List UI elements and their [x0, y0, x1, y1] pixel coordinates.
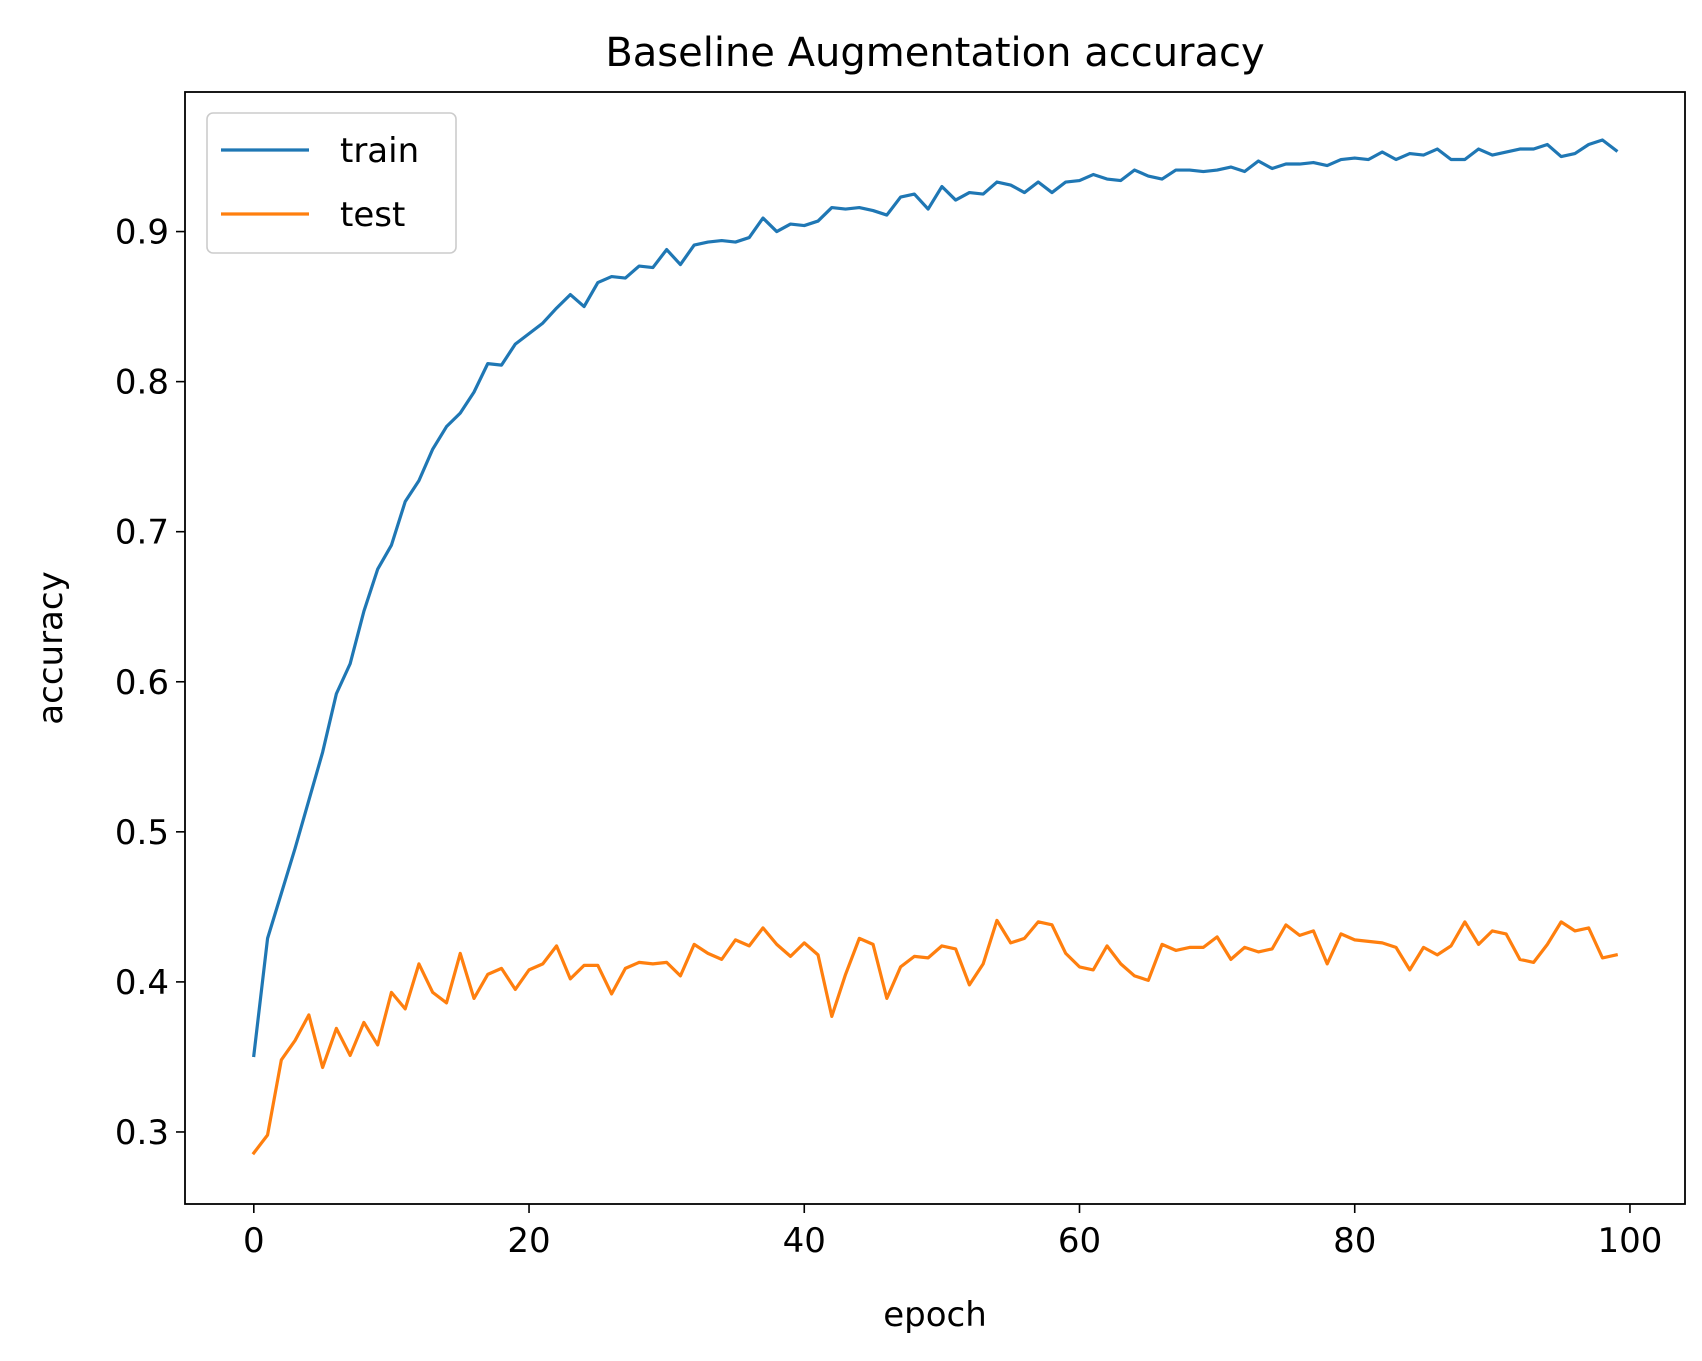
series-layer: [251, 138, 1619, 1156]
chart-title: Baseline Augmentation accuracy: [605, 30, 1264, 76]
plot-frame: [184, 91, 1686, 1205]
legend-box: [206, 112, 457, 254]
x-axis-ticks: 0 20 40 60 80 100: [243, 1204, 1662, 1261]
x-tick-label: 40: [783, 1221, 826, 1261]
y-tick-label: 0.3: [115, 1113, 169, 1153]
legend: train test: [206, 112, 457, 254]
y-tick-label: 0.9: [115, 213, 169, 253]
y-axis-label: accuracy: [31, 571, 71, 724]
y-axis-ticks: 0.3 0.4 0.5 0.6 0.7 0.8 0.9: [115, 213, 185, 1153]
legend-label-train: train: [340, 131, 419, 171]
y-tick-label: 0.5: [115, 813, 169, 853]
series-line-train: [252, 138, 1619, 1058]
x-tick-label: 80: [1333, 1221, 1376, 1261]
legend-entries: train test: [221, 131, 419, 235]
y-tick-label: 0.6: [115, 663, 169, 703]
series-line-test: [251, 918, 1619, 1156]
x-tick-label: 20: [507, 1221, 550, 1261]
y-tick-label: 0.4: [115, 963, 169, 1003]
x-axis-label: epoch: [883, 1295, 987, 1335]
x-tick-label: 100: [1598, 1221, 1663, 1261]
x-tick-label: 0: [243, 1221, 265, 1261]
legend-label-test: test: [340, 195, 405, 235]
y-tick-label: 0.8: [115, 363, 169, 403]
y-tick-label: 0.7: [115, 513, 169, 553]
x-tick-label: 60: [1058, 1221, 1101, 1261]
